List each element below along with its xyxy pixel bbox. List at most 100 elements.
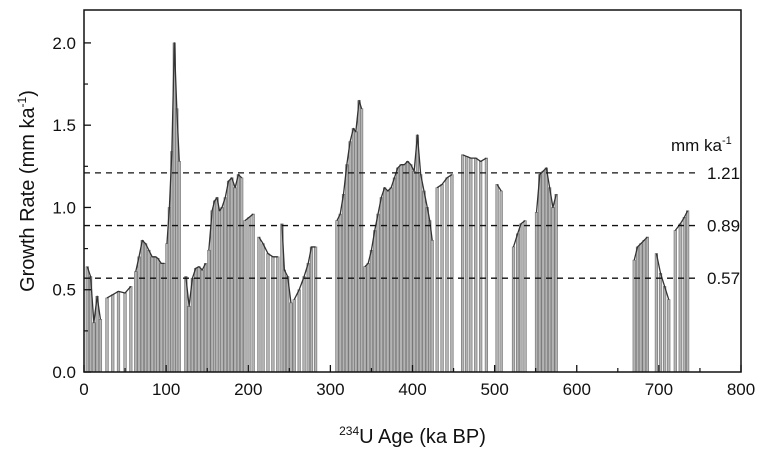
bar bbox=[266, 253, 270, 373]
bar bbox=[194, 268, 198, 373]
bar bbox=[460, 154, 465, 373]
bar bbox=[450, 174, 454, 373]
growth-rate-line-segment bbox=[512, 220, 526, 248]
bar bbox=[474, 157, 478, 373]
bar bbox=[469, 157, 473, 373]
bar bbox=[654, 253, 659, 373]
growth-rate-line-segment bbox=[655, 253, 670, 300]
bar bbox=[363, 266, 367, 373]
x-tick-label: 600 bbox=[563, 380, 591, 399]
bar bbox=[538, 174, 542, 373]
bar bbox=[292, 299, 296, 373]
bar bbox=[341, 193, 346, 373]
bar bbox=[544, 167, 548, 373]
bar bbox=[282, 269, 286, 373]
bar bbox=[465, 156, 469, 373]
bar bbox=[673, 230, 677, 373]
bar bbox=[484, 157, 489, 373]
bar bbox=[639, 243, 643, 373]
growth-rate-line-segment bbox=[166, 42, 180, 244]
bar bbox=[415, 134, 420, 373]
bar bbox=[159, 263, 163, 373]
bar bbox=[150, 256, 154, 373]
y-tick-label: 0.5 bbox=[52, 281, 76, 300]
bar bbox=[551, 207, 555, 373]
y-axis-label: Growth Rate (mm ka-1) bbox=[15, 90, 39, 292]
bar bbox=[382, 187, 387, 373]
bar bbox=[116, 291, 121, 373]
bar bbox=[373, 230, 377, 373]
bar bbox=[345, 164, 349, 373]
bar bbox=[111, 294, 115, 373]
bar bbox=[409, 164, 413, 373]
growth-rate-line-segment bbox=[185, 263, 207, 307]
bar bbox=[523, 220, 527, 373]
bar bbox=[105, 297, 109, 373]
bar bbox=[686, 210, 690, 373]
bar bbox=[642, 240, 646, 373]
growth-rate-line-segment bbox=[364, 134, 433, 268]
bar bbox=[187, 305, 191, 373]
reference-line-label: 0.89 bbox=[707, 217, 740, 236]
growth-rate-line-segment bbox=[633, 236, 648, 261]
bar bbox=[338, 213, 342, 373]
bar bbox=[92, 322, 96, 373]
bar bbox=[243, 220, 247, 373]
bar bbox=[511, 246, 516, 373]
bar bbox=[297, 289, 301, 373]
reference-line-label: 1.21 bbox=[707, 164, 740, 183]
x-axis-label: 234U Age (ka BP) bbox=[339, 424, 486, 448]
bar bbox=[386, 190, 390, 373]
bar bbox=[203, 263, 208, 373]
bar bbox=[658, 272, 663, 373]
bar bbox=[236, 174, 240, 373]
y-tick-label: 1.5 bbox=[52, 116, 76, 135]
bar bbox=[479, 161, 483, 373]
plot-frame bbox=[83, 9, 742, 373]
bar bbox=[663, 286, 667, 373]
growth-rate-line-segment bbox=[281, 223, 292, 303]
bar bbox=[140, 240, 144, 373]
bar bbox=[348, 141, 352, 373]
growth-rate-line-segment bbox=[293, 246, 316, 300]
bar bbox=[207, 249, 211, 373]
bar bbox=[678, 223, 682, 373]
bar bbox=[396, 167, 400, 373]
bar bbox=[645, 236, 649, 373]
growth-rate-line-segment bbox=[244, 213, 254, 222]
bar bbox=[389, 187, 393, 373]
y-tick-label: 0.0 bbox=[52, 363, 76, 382]
bar bbox=[548, 187, 552, 373]
bar bbox=[359, 108, 364, 373]
growth-rate-line-segment bbox=[106, 286, 132, 299]
bar bbox=[422, 190, 426, 373]
bar bbox=[405, 161, 410, 373]
y-axis-label-superscript: -1 bbox=[15, 96, 29, 107]
bar bbox=[313, 246, 318, 373]
bar bbox=[156, 258, 160, 373]
bar bbox=[197, 266, 201, 373]
growth-rate-line-segment bbox=[436, 174, 453, 189]
bar bbox=[251, 213, 255, 373]
bar bbox=[302, 276, 306, 373]
y-axis-label-text: Growth Rate (mm ka bbox=[17, 107, 39, 292]
x-tick-label: 200 bbox=[234, 380, 262, 399]
bar bbox=[682, 217, 686, 373]
x-tick-label: 400 bbox=[398, 380, 426, 399]
bar bbox=[516, 233, 520, 373]
bar bbox=[306, 263, 310, 373]
bar bbox=[147, 249, 151, 373]
reference-lines-layer: 1.21 0.89 0.57 bbox=[84, 164, 740, 288]
bar bbox=[271, 256, 275, 373]
bar bbox=[233, 187, 237, 373]
bar bbox=[402, 164, 406, 373]
growth-rate-line-segment bbox=[208, 173, 243, 251]
bar bbox=[435, 187, 439, 373]
bar bbox=[309, 246, 314, 373]
bar bbox=[257, 236, 261, 373]
bar bbox=[369, 249, 374, 373]
x-tick-label: 0 bbox=[79, 380, 88, 399]
bar bbox=[177, 161, 181, 373]
bar bbox=[226, 180, 231, 373]
